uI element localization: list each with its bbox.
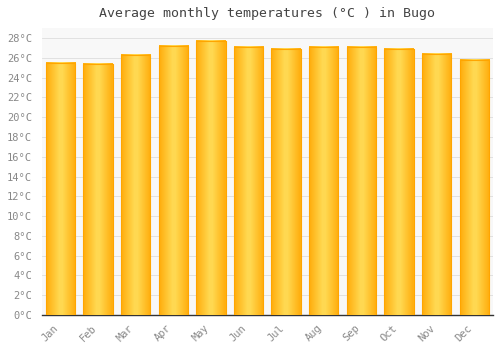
Bar bbox=[272, 49, 301, 315]
Bar bbox=[460, 60, 489, 315]
Bar bbox=[422, 54, 452, 315]
Bar bbox=[384, 49, 414, 315]
Bar bbox=[309, 47, 338, 315]
Bar bbox=[158, 46, 188, 315]
Bar bbox=[384, 49, 414, 315]
Bar bbox=[84, 64, 113, 315]
Bar bbox=[460, 60, 489, 315]
Bar bbox=[46, 63, 75, 315]
Bar bbox=[158, 46, 188, 315]
Bar bbox=[196, 41, 226, 315]
Bar bbox=[121, 55, 150, 315]
Bar bbox=[346, 47, 376, 315]
Bar bbox=[309, 47, 338, 315]
Bar bbox=[84, 64, 113, 315]
Title: Average monthly temperatures (°C ) in Bugo: Average monthly temperatures (°C ) in Bu… bbox=[100, 7, 435, 20]
Bar bbox=[234, 47, 263, 315]
Bar bbox=[272, 49, 301, 315]
Bar bbox=[346, 47, 376, 315]
Bar bbox=[196, 41, 226, 315]
Bar bbox=[234, 47, 263, 315]
Bar bbox=[422, 54, 452, 315]
Bar bbox=[46, 63, 75, 315]
Bar bbox=[121, 55, 150, 315]
